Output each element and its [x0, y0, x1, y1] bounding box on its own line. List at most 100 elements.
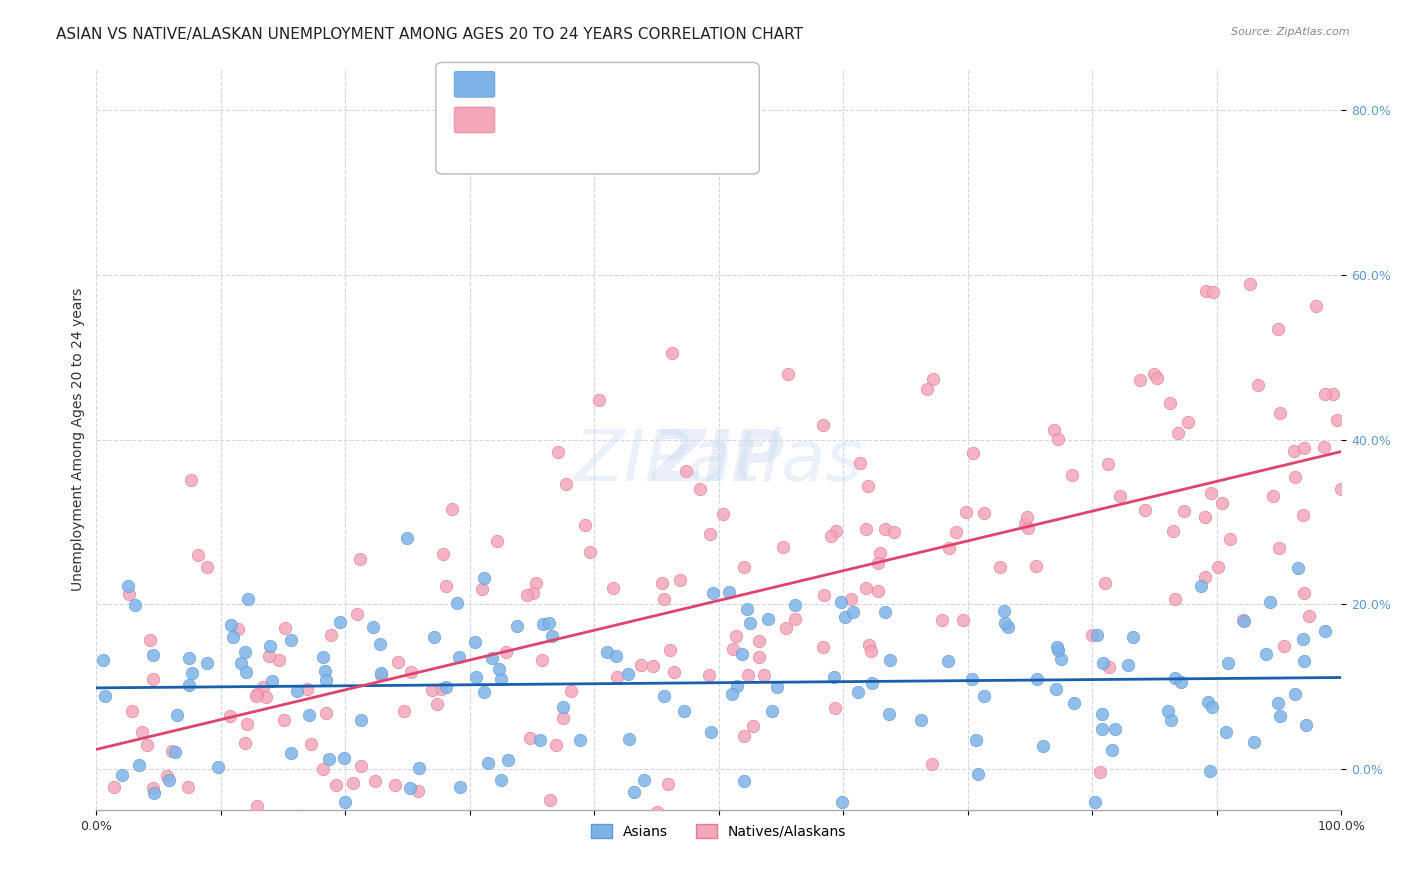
Natives/Alaskans	[218, 709, 240, 723]
Asians	[756, 612, 779, 626]
Natives/Alaskans	[1268, 541, 1291, 555]
Asians	[529, 733, 551, 747]
Asians	[960, 673, 983, 687]
Natives/Alaskans	[295, 681, 318, 696]
Natives/Alaskans	[1219, 532, 1241, 546]
Asians	[673, 704, 696, 718]
Natives/Alaskans	[524, 576, 547, 591]
Asians	[238, 591, 260, 606]
Natives/Alaskans	[551, 711, 574, 725]
Natives/Alaskans	[1060, 467, 1083, 482]
Asians	[994, 615, 1017, 630]
Asians	[91, 653, 114, 667]
Natives/Alaskans	[136, 738, 159, 752]
Asians	[111, 768, 134, 782]
Asians	[1045, 681, 1067, 696]
Asians	[1258, 595, 1281, 609]
Natives/Alaskans	[917, 382, 939, 396]
Natives/Alaskans	[945, 525, 967, 540]
Natives/Alaskans	[1094, 575, 1116, 590]
Natives/Alaskans	[399, 665, 422, 679]
Natives/Alaskans	[162, 744, 184, 758]
Natives/Alaskans	[246, 686, 269, 700]
Natives/Alaskans	[858, 479, 880, 493]
Asians	[395, 532, 418, 546]
Natives/Alaskans	[1195, 284, 1218, 298]
Asians	[1215, 725, 1237, 739]
Natives/Alaskans	[139, 633, 162, 648]
Natives/Alaskans	[560, 684, 582, 698]
Text: ZIPatlas: ZIPatlas	[574, 427, 863, 496]
Asians	[830, 594, 852, 608]
Asians	[285, 684, 308, 698]
Asians	[1233, 614, 1256, 628]
Asians	[721, 687, 744, 701]
Asians	[1199, 764, 1222, 778]
Natives/Alaskans	[1159, 395, 1181, 409]
Asians	[761, 704, 783, 718]
Natives/Alaskans	[246, 799, 269, 814]
Asians	[993, 604, 1015, 618]
Asians	[596, 645, 619, 659]
Asians	[472, 571, 495, 585]
Natives/Alaskans	[1042, 423, 1064, 437]
Natives/Alaskans	[849, 456, 872, 470]
Natives/Alaskans	[931, 613, 953, 627]
Natives/Alaskans	[775, 621, 797, 635]
Asians	[1101, 743, 1123, 757]
Asians	[235, 665, 257, 680]
Asians	[700, 724, 723, 739]
Natives/Alaskans	[1014, 516, 1036, 531]
Natives/Alaskans	[1046, 432, 1069, 446]
Natives/Alaskans	[1133, 503, 1156, 517]
Asians	[936, 654, 959, 668]
Asians	[966, 767, 988, 781]
Asians	[434, 680, 457, 694]
Asians	[1292, 632, 1315, 646]
Natives/Alaskans	[1163, 592, 1185, 607]
Natives/Alaskans	[1194, 570, 1216, 584]
Natives/Alaskans	[434, 579, 457, 593]
Natives/Alaskans	[725, 629, 748, 643]
Natives/Alaskans	[574, 518, 596, 533]
Natives/Alaskans	[274, 621, 297, 635]
Natives/Alaskans	[350, 759, 373, 773]
Natives/Alaskans	[733, 559, 755, 574]
Natives/Alaskans	[1239, 277, 1261, 291]
Asians	[1122, 630, 1144, 644]
Natives/Alaskans	[1272, 640, 1295, 654]
Asians	[318, 752, 340, 766]
Natives/Alaskans	[723, 642, 745, 657]
Natives/Alaskans	[1025, 558, 1047, 573]
Natives/Alaskans	[689, 483, 711, 497]
Natives/Alaskans	[273, 713, 295, 727]
Asians	[117, 579, 139, 593]
Legend: Asians, Natives/Alaskans: Asians, Natives/Alaskans	[586, 819, 852, 845]
Asians	[823, 670, 845, 684]
Asians	[1163, 672, 1185, 686]
Natives/Alaskans	[315, 706, 337, 720]
Asians	[1050, 652, 1073, 666]
Natives/Alaskans	[531, 653, 554, 667]
Asians	[551, 700, 574, 714]
Natives/Alaskans	[1322, 387, 1344, 401]
Natives/Alaskans	[602, 581, 624, 595]
Asians	[329, 615, 352, 629]
Natives/Alaskans	[839, 592, 862, 607]
Natives/Alaskans	[651, 575, 673, 590]
Natives/Alaskans	[538, 793, 561, 807]
Natives/Alaskans	[118, 587, 141, 601]
Asians	[361, 620, 384, 634]
Natives/Alaskans	[257, 648, 280, 663]
Natives/Alaskans	[748, 633, 770, 648]
Natives/Alaskans	[1326, 413, 1348, 427]
Asians	[873, 605, 896, 619]
Natives/Alaskans	[1143, 367, 1166, 381]
Natives/Alaskans	[547, 444, 569, 458]
Natives/Alaskans	[142, 672, 165, 686]
Natives/Alaskans	[1315, 387, 1337, 401]
Natives/Alaskans	[522, 586, 544, 600]
Natives/Alaskans	[772, 541, 794, 555]
Asians	[1045, 640, 1067, 655]
Asians	[368, 637, 391, 651]
